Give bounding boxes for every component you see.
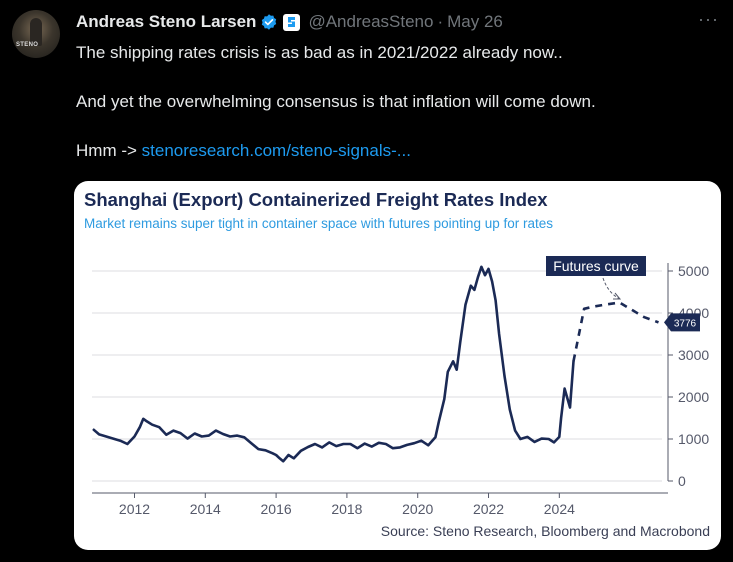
tweet-text: The shipping rates crisis is as bad as i… — [76, 40, 716, 163]
tweet-line: And yet the overwhelming consensus is th… — [76, 92, 596, 111]
x-tick-label: 2016 — [261, 501, 292, 517]
chart-subtitle: Market remains super tight in container … — [84, 216, 553, 231]
affiliate-badge-icon[interactable] — [283, 13, 301, 31]
futures-curve-annotation-box — [546, 256, 646, 276]
y-tick-label: 3000 — [678, 347, 709, 363]
y-tick-label: 2000 — [678, 389, 709, 405]
futures-curve-annotation: Futures curve — [553, 258, 639, 274]
annotation-arrowhead — [613, 292, 622, 300]
avatar-figure — [30, 18, 42, 46]
x-tick-label: 2022 — [473, 501, 504, 517]
more-options-icon[interactable]: ··· — [698, 9, 719, 29]
avatar-caption: STENO — [16, 42, 39, 48]
x-tick-label: 2018 — [331, 501, 362, 517]
author-handle[interactable]: @AndreasSteno — [308, 12, 434, 31]
tweet-date[interactable]: May 26 — [447, 12, 503, 31]
x-tick-label: 2024 — [544, 501, 575, 517]
author-avatar[interactable]: STENO — [12, 10, 60, 58]
freight-index-line — [92, 265, 575, 463]
tweet-line: The shipping rates crisis is as bad as i… — [76, 43, 563, 62]
chart-source: Source: Steno Research, Bloomberg and Ma… — [380, 523, 710, 539]
link-prefix: Hmm -> — [76, 141, 142, 160]
x-tick-label: 2012 — [119, 501, 150, 517]
y-tick-label: 5000 — [678, 263, 709, 279]
tweet-link-line: Hmm -> stenoresearch.com/steno-signals-.… — [76, 138, 716, 163]
end-value-label: 3776 — [674, 318, 697, 329]
annotation-arrow — [602, 277, 621, 300]
author-name[interactable]: Andreas Steno Larsen — [76, 12, 257, 31]
tweet-header: Andreas Steno Larsen @AndreasSteno · May… — [76, 11, 503, 33]
article-link[interactable]: stenoresearch.com/steno-signals-... — [141, 141, 411, 160]
media-card[interactable]: Shanghai (Export) Containerized Freight … — [74, 181, 721, 550]
y-tick-label: 1000 — [678, 431, 709, 447]
verified-badge-icon[interactable] — [260, 13, 278, 31]
y-tick-label: 0 — [678, 473, 686, 489]
chart-title: Shanghai (Export) Containerized Freight … — [84, 189, 548, 210]
header-separator: · — [437, 12, 444, 31]
x-tick-label: 2020 — [402, 501, 433, 517]
futures-curve-line — [572, 301, 659, 362]
end-value-label-box — [664, 313, 700, 332]
x-tick-label: 2014 — [190, 501, 221, 517]
